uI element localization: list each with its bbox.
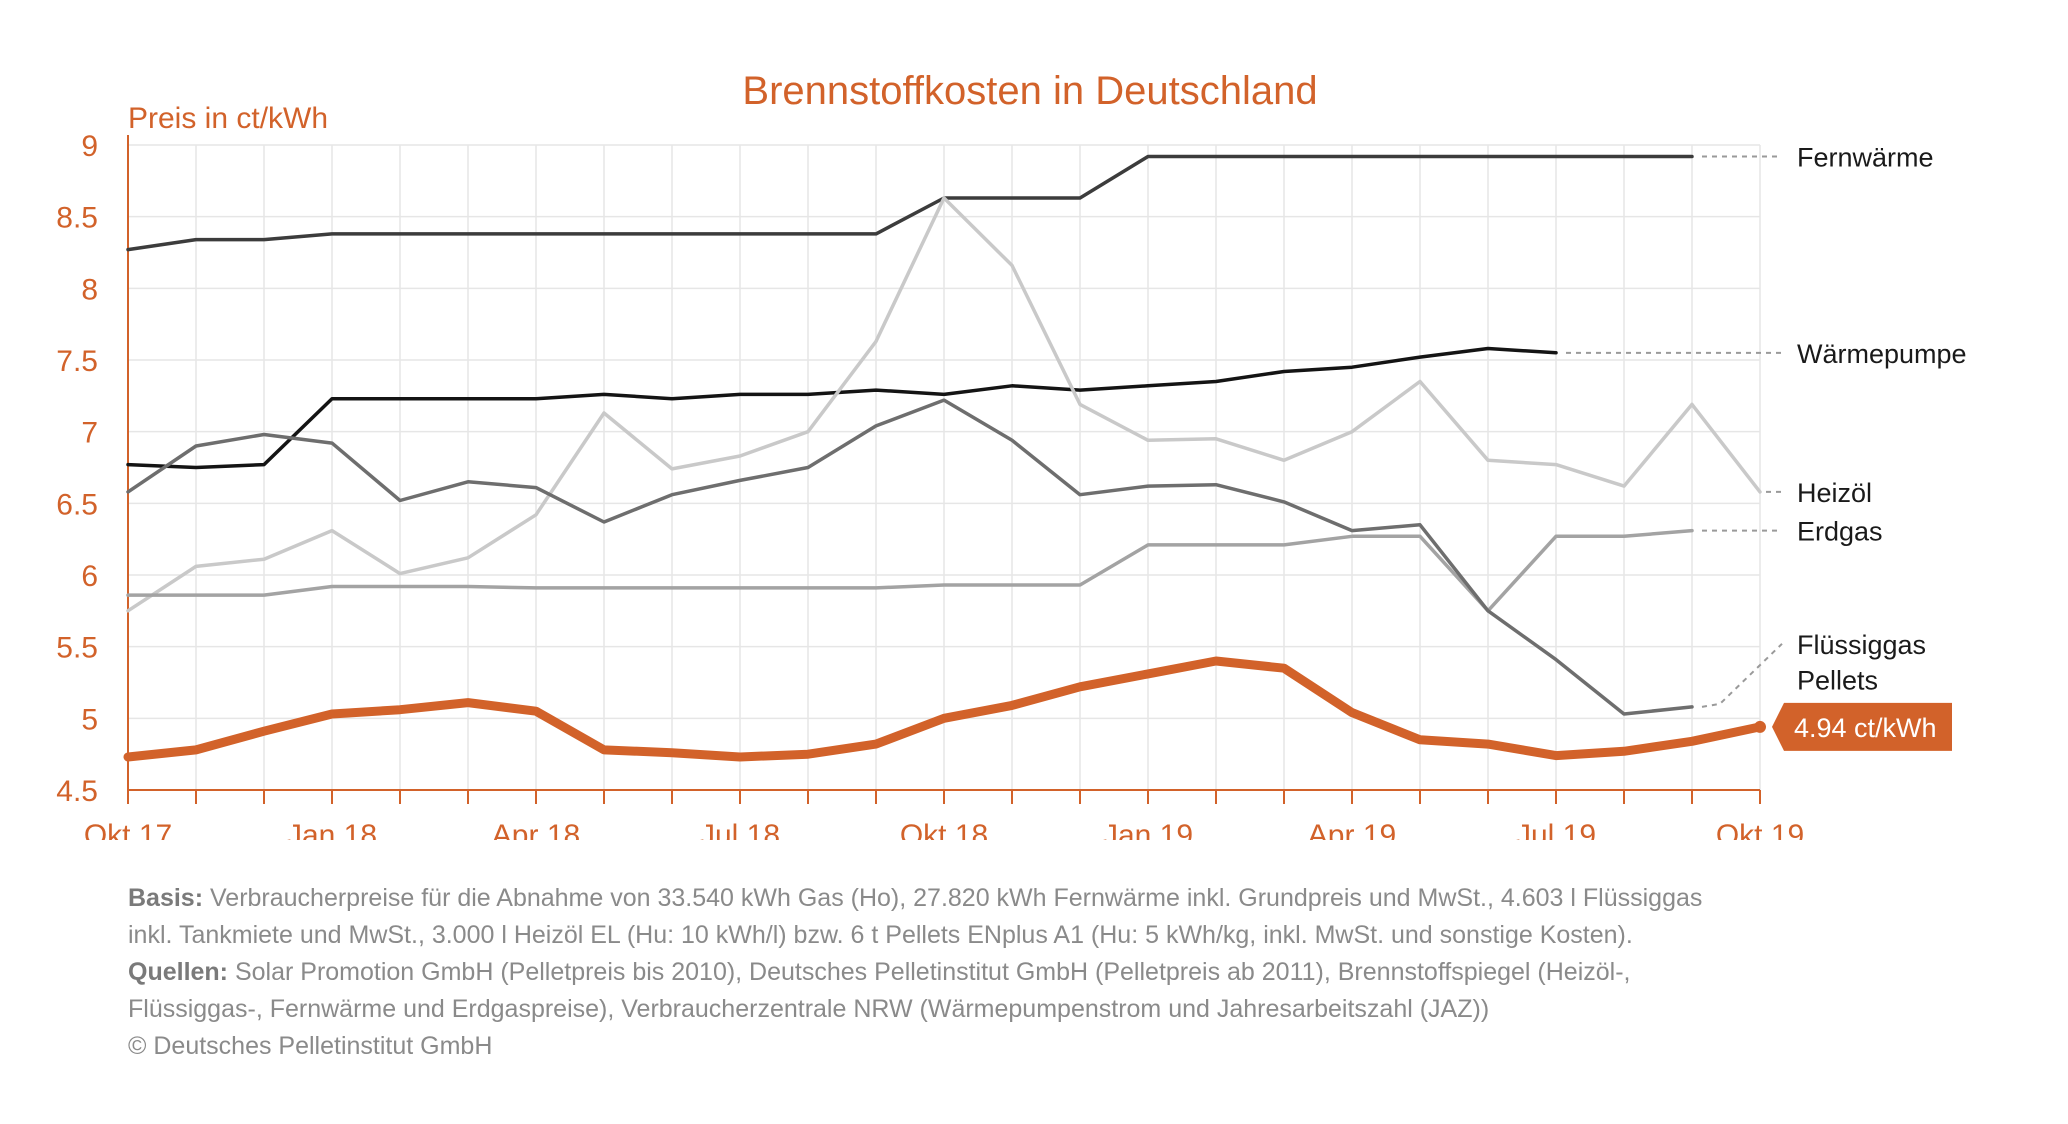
series-line-erdgas [126,528,1694,613]
x-tick-label: Okt 18 [900,819,988,840]
y-axis-label: Preis in ct/kWh [128,102,328,135]
series-label-fernwärme: Fernwärme [1797,142,1934,172]
series-label-pellets: Pellets [1797,666,1878,696]
x-tick-label: Okt 17 [84,819,172,840]
footnote-copyright: © Deutsches Pelletinstitut GmbH [128,1032,493,1060]
y-tick-label: 8.5 [56,202,98,235]
footnote-basis: Basis: Verbraucherpreise für die Abnahme… [128,880,1728,1028]
series-label-erdgas: Erdgas [1797,517,1883,547]
y-tick-label: 6.5 [56,488,98,521]
pellets-end-point [1754,720,1766,733]
series-line-flüssiggas [126,398,1694,716]
series-line-fernwärme [126,154,1694,252]
callout-text: 4.94 ct/kWh [1794,713,1937,743]
y-tick-label: 5 [81,703,98,736]
footnote: Basis: Verbraucherpreise für die Abnahme… [128,880,1728,1065]
x-tick-label: Jul 19 [1516,819,1596,840]
x-tick-label: Apr 18 [492,819,580,840]
fuel-cost-chart: Brennstoffkosten in Deutschland Preis in… [56,69,1967,840]
series-line-heizöl [126,196,1762,613]
y-tick-label: 7.5 [56,345,98,378]
series-label-wärmepumpe: Wärmepumpe [1797,339,1967,369]
callout-box [1772,702,1952,751]
y-tick-label: 8 [81,273,98,306]
y-tick-label: 5.5 [56,632,98,665]
pellets-callout: 4.94 ct/kWh [1772,702,1952,751]
grid [127,144,1761,790]
series-lines [123,154,1765,762]
leader-line-flüssiggas [1701,643,1783,708]
y-tick-label: 4.5 [56,775,98,808]
y-tick-label: 9 [81,130,98,163]
footnote-basis-label: Basis: [128,884,204,912]
series-line-pellets [123,656,1765,762]
series-line-wärmepumpe [126,346,1558,470]
axes: 9 8.5 8 7.5 7 6.5 6 5.5 5 4.5 Okt 17 Jan 18 Apr 18 Ju… [56,130,1804,840]
series-label-flüssiggas: Flüssiggas [1797,630,1926,660]
x-tick-label: Okt 19 [1716,819,1804,840]
footnote-basis-text: Verbraucherpreise für die Abnahme von 33… [128,884,1703,949]
footnote-quellen-text: Solar Promotion GmbH (Pelletpreis bis 20… [128,958,1631,1023]
x-tick-label: Jan 18 [287,819,377,840]
x-tick-label: Jul 18 [700,819,780,840]
footnote-quellen-label: Quellen: [128,958,229,986]
x-tick-label: Jan 19 [1103,819,1193,840]
y-tick-label: 6 [81,560,98,593]
x-tick-label: Apr 19 [1308,819,1396,840]
series-label-heizöl: Heizöl [1797,478,1872,508]
series-labels: Fernwärme Wärmepumpe Heizöl Erdgas Flüssigga… [1566,142,1967,751]
y-tick-label: 7 [81,417,98,450]
chart-title: Brennstoffkosten in Deutschland [742,69,1317,113]
